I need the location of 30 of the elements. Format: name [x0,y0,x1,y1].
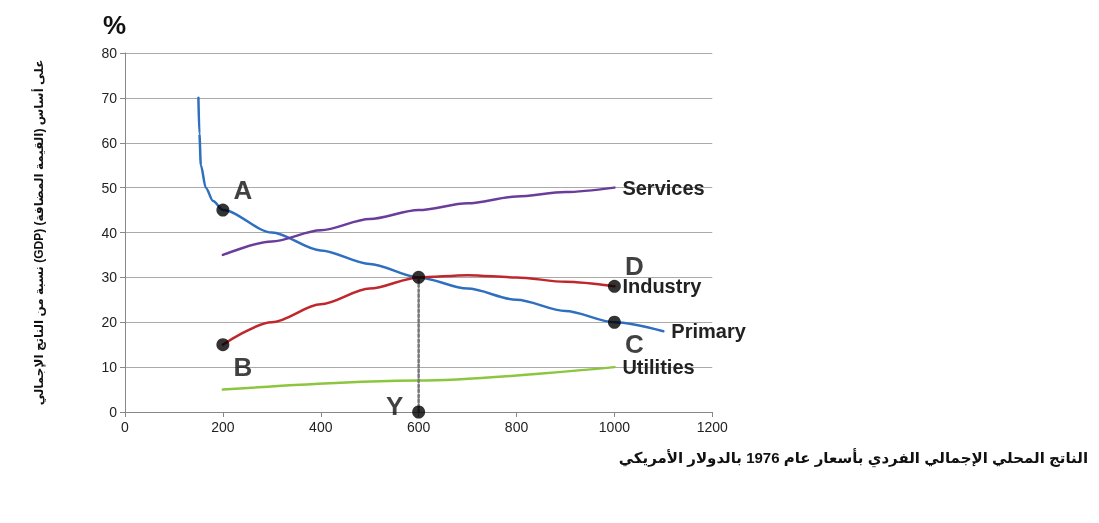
x-axis-title: الناتج المحلي الإجمالي الفردي بأسعار عام 1976 بالدولار الأمريكي [618,448,1089,468]
series-label: Industry [622,275,703,298]
point [216,203,230,217]
annotation: B [233,351,253,382]
x-tick-label: 800 [504,419,529,435]
x-tick-label: 200 [211,419,235,435]
y-tick-label: 80 [101,45,118,61]
y-tick-label: 10 [101,359,118,376]
y-tick-label: 60 [101,134,118,151]
y-tick-label: 50 [101,179,118,196]
x-tick-label: 600 [406,419,431,435]
series-label: Primary [671,320,747,343]
point [607,315,621,329]
y-tick-label: 30 [101,269,118,286]
point [216,338,230,352]
point [412,405,426,419]
y-tick-label: 40 [101,224,118,241]
x-tick-label: 1200 [696,419,729,435]
annotation: A [233,175,253,206]
y-tick-label: 20 [101,314,118,331]
point [412,270,426,284]
y-tick-label: 0 [109,404,118,420]
y-axis-title: نسبة من الناتج الإجمالي (GDP) على أساس (القيمة المضافة) [31,59,46,406]
series-label: Services [622,176,705,199]
y-tick-label: 70 [101,89,118,106]
x-tick-label: 1000 [598,419,631,435]
x-tick-label: 0 [121,419,130,435]
text: % [103,10,127,40]
x-tick-label: 400 [309,419,333,435]
point [607,279,621,293]
